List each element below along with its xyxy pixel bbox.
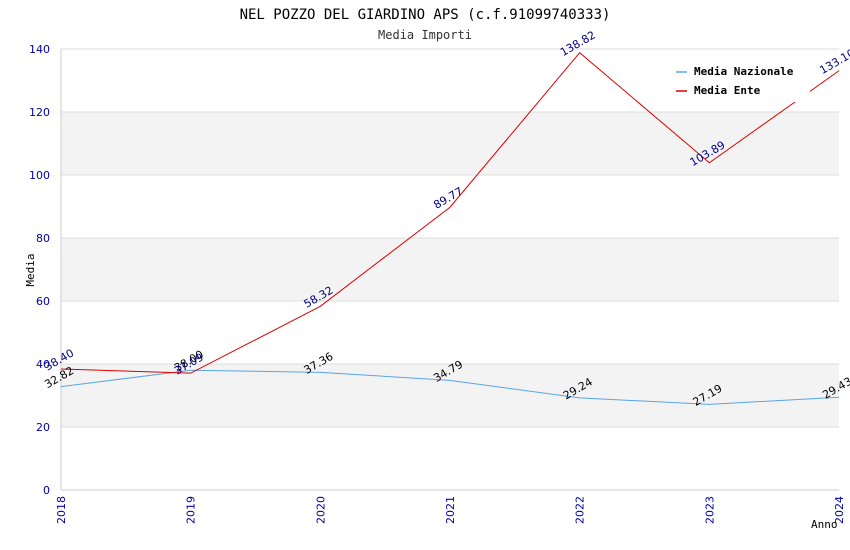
grid-lines — [61, 48, 839, 491]
grid-band — [61, 238, 839, 301]
grid-band — [61, 364, 839, 427]
y-tick-label: 0 — [43, 484, 50, 497]
plot-bands — [61, 112, 839, 427]
y-tick-label: 140 — [29, 43, 50, 56]
legend-label-media-ente: Media Ente — [694, 84, 761, 97]
series-line — [60, 52, 840, 374]
y-tick-label: 100 — [29, 169, 50, 182]
chart-title: NEL POZZO DEL GIARDINO APS (c.f.91099740… — [240, 7, 611, 23]
legend-background — [668, 60, 810, 102]
y-tick-label: 40 — [36, 358, 50, 371]
y-axis-title: Media — [24, 253, 37, 286]
legend: Media Nazionale Media Ente — [668, 60, 810, 102]
x-axis-title: Anno — [811, 518, 838, 531]
x-tick-label: 2018 — [55, 496, 68, 524]
y-axis-ticks: 0 20 40 60 80 100 120 140 — [29, 43, 50, 497]
y-tick-label: 60 — [36, 295, 50, 308]
x-tick-label: 2020 — [314, 496, 327, 524]
x-axis-ticks: 2018 2019 2020 2021 2022 2023 2024 — [55, 496, 846, 524]
x-tick-label: 2024 — [833, 496, 846, 524]
x-tick-label: 2019 — [185, 496, 198, 524]
series-lines — [60, 52, 840, 405]
y-tick-label: 20 — [36, 421, 50, 434]
axes — [60, 49, 839, 491]
y-tick-label: 80 — [36, 232, 50, 245]
chart-subtitle: Media Importi — [378, 28, 472, 42]
data-label: 133.10 — [817, 46, 850, 77]
x-tick-label: 2023 — [703, 496, 716, 524]
y-tick-label: 120 — [29, 106, 50, 119]
data-label: 89.77 — [431, 185, 465, 212]
x-tick-label: 2022 — [574, 496, 587, 524]
series-line — [60, 369, 840, 405]
grid-band — [61, 112, 839, 175]
legend-label-media-nazionale: Media Nazionale — [694, 65, 794, 78]
x-tick-label: 2021 — [444, 496, 457, 524]
